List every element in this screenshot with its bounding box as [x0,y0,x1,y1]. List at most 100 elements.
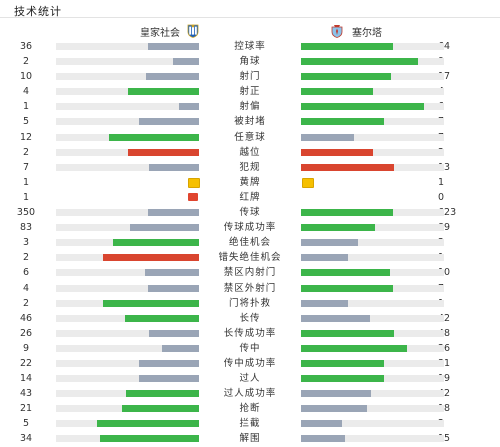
away-stat-track [301,299,444,307]
home-stat-bar [178,103,199,111]
home-stat-track [56,359,199,367]
away-stat-track [301,43,444,50]
home-stat-bar [121,405,199,413]
stat-label: 解围 [239,433,261,445]
stat-label: 红牌 [239,191,261,203]
home-stat-track [56,269,199,277]
home-stat-track [56,58,199,66]
home-stat-track [56,299,199,307]
away-stat-value: 7 [438,114,478,129]
away-stat-value: 0 [438,191,445,203]
away-team-name: 塞尔塔 [352,27,382,39]
away-stat-bar [301,405,367,413]
home-stat-value: 9 [22,342,30,354]
home-stat-value: 43 [19,388,33,400]
home-stat-value: 46 [19,312,33,324]
home-stat-value: 1 [22,101,30,113]
home-stat-track [56,133,199,141]
home-stat-track [56,284,199,292]
stat-label: 犯规 [239,161,261,173]
away-stat-bar [301,73,392,81]
home-stat-bar [113,239,199,247]
home-stat-value: 5 [22,418,30,430]
away-stat-value: 10 [438,267,451,279]
away-stat-bar [301,435,346,443]
away-stat-value: 13 [438,161,451,173]
home-stat-track [56,88,199,96]
away-stat-track [301,359,444,367]
away-stat-value: 7 [438,130,478,145]
stat-row: 2 角球 9 [0,54,500,69]
away-stat-track [301,103,444,111]
stat-label: 角球 [239,56,261,68]
away-stat-track [301,420,444,428]
home-stat-value: 7 [22,161,30,173]
stat-label: 传中 [239,342,261,354]
away-stat-value: 31 [438,357,451,369]
home-stat-bar [161,344,199,352]
home-stat-track [56,209,199,217]
away-stat-track [301,375,444,383]
stat-row: 43 过人成功率 42 [0,386,500,401]
home-stat-track [56,103,199,111]
home-stat-bar [130,224,199,232]
home-stat-bar [138,359,199,367]
stat-row: 14 过人 19 [0,371,500,386]
page-title: 技术统计 [14,5,62,18]
stat-row: 1 红牌 0 [0,190,500,205]
away-stat-value: 18 [438,403,451,415]
stats-list: 36控球率642角球910射门174射正41射偏65被封堵712任意球72越位2… [0,39,500,447]
away-stat-track [301,254,444,262]
away-stat-bar [301,359,384,367]
away-stat-bar [301,299,349,307]
away-stat-track [301,209,444,217]
stat-label: 传中成功率 [223,357,277,369]
away-stat-value: 19 [438,373,451,385]
away-stat-track [301,405,444,413]
home-stat-track [56,405,199,413]
away-stat-track [301,118,444,126]
home-stat-track [56,329,199,337]
stat-label: 过人成功率 [223,388,277,400]
stat-row: 350 传球 623 [0,205,500,220]
stat-label: 射正 [239,86,261,98]
home-stat-track [56,390,199,398]
home-stat-bar [126,390,199,398]
home-stat-bar [108,133,199,141]
home-stat-track [56,254,199,262]
away-stat-value: 2 [438,145,478,160]
away-stat-bar [301,254,349,262]
away-stat-value: 89 [438,222,451,234]
away-stat-bar [301,209,393,217]
away-stat-track [301,163,444,171]
away-stat-track [301,58,444,66]
home-stat-track [56,435,199,443]
stat-label: 传球成功率 [223,222,277,234]
stat-row: 1 射偏 6 [0,99,500,114]
away-stat-track [301,148,444,156]
stat-label: 控球率 [234,41,266,52]
home-stat-value: 2 [22,252,30,264]
stat-row: 6 禁区内射门 10 [0,265,500,280]
home-stat-bar [147,43,199,50]
celta-vigo-crest-icon [330,24,344,38]
away-stat-value: 9 [438,54,478,69]
away-stat-bar [301,118,384,126]
home-stat-track [56,163,199,171]
stat-label: 射偏 [239,101,261,113]
away-stat-value: 64 [438,41,451,52]
home-stat-bar [138,375,199,383]
away-stat-value: 1 [438,176,445,188]
away-stat-bar [301,314,370,322]
away-stat-bar [301,224,376,232]
stat-row: 5 被封堵 7 [0,114,500,129]
stat-row: 22 传中成功率 31 [0,356,500,371]
stat-row: 2 错失绝佳机会 1 [0,250,500,265]
home-stat-track [56,314,199,322]
away-stat-value: 4 [438,84,478,99]
home-stat-value: 3 [22,237,30,249]
stat-label: 绝佳机会 [228,237,271,249]
stat-row: 4 禁区外射门 7 [0,281,500,296]
away-stat-track [301,390,444,398]
away-stat-bar [301,390,372,398]
